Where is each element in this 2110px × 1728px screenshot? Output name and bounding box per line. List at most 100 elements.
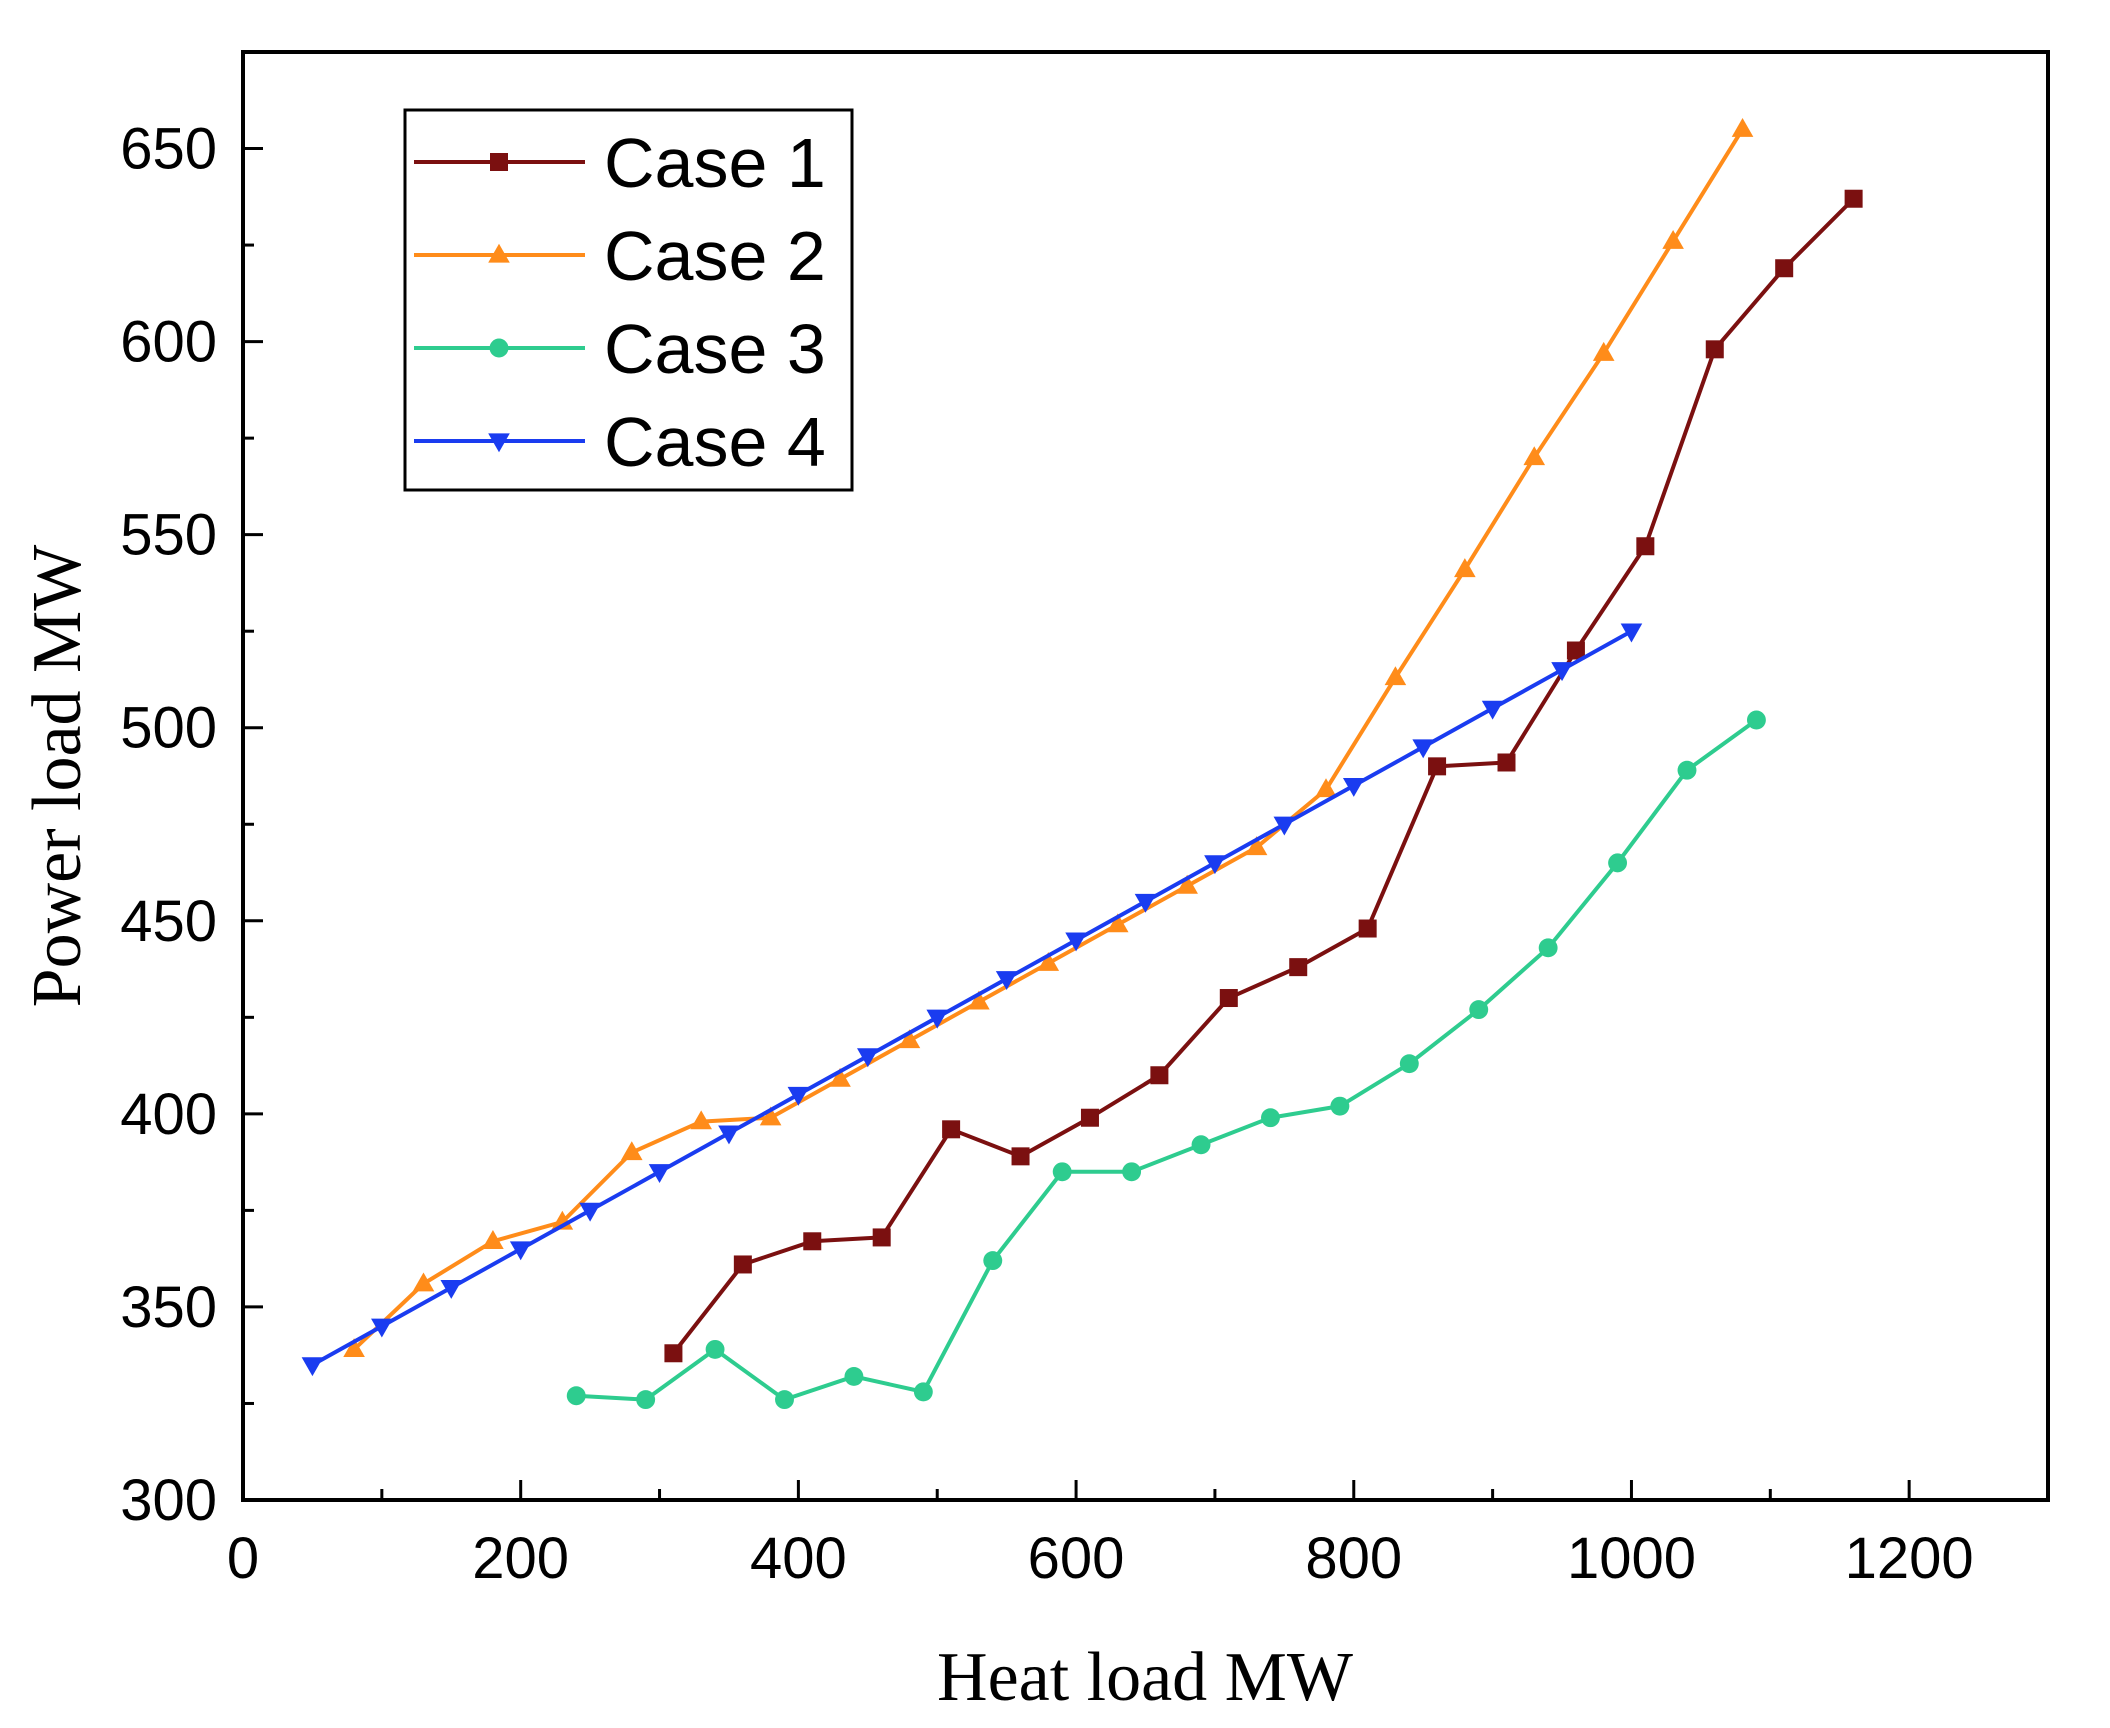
x-axis-label: Heat load MW: [937, 1639, 1353, 1716]
data-point-square: [1358, 919, 1377, 938]
data-point-triangle-up: [1384, 666, 1407, 686]
legend-items: Case 1 Case 2 Case 3 Case 4: [414, 124, 826, 481]
data-point-circle: [489, 338, 509, 358]
data-point-circle: [1746, 710, 1766, 730]
data-point-square: [803, 1232, 822, 1251]
legend-label: Case 2: [604, 217, 826, 295]
data-point-triangle-down: [718, 1125, 740, 1145]
series-line: [576, 718, 1758, 1402]
data-point-triangle-down: [1412, 739, 1434, 759]
y-tick-label: 500: [120, 696, 217, 761]
legend-label: Case 3: [604, 310, 826, 388]
data-point-circle: [1608, 853, 1628, 873]
series-line: [311, 629, 1633, 1367]
legend-item: Case 4: [414, 403, 826, 481]
data-point-triangle-up: [1176, 874, 1198, 894]
series-2: [343, 117, 1754, 1358]
data-point-square: [733, 1255, 752, 1274]
series-4: [301, 623, 1643, 1377]
data-point-triangle-up: [968, 990, 990, 1010]
y-tick-label: 550: [120, 503, 217, 568]
data-point-square: [1844, 189, 1863, 208]
data-point-circle: [1122, 1162, 1142, 1182]
legend: Case 1 Case 2 Case 3 Case 4: [403, 108, 854, 492]
data-point-triangle-up: [1106, 913, 1129, 933]
y-tick-label: 300: [120, 1468, 217, 1533]
data-point-triangle-down: [1204, 855, 1226, 875]
data-point-triangle-up: [1245, 836, 1268, 856]
data-point-circle: [1677, 760, 1697, 780]
x-tick-label: 0: [227, 1526, 259, 1591]
data-point-square: [1150, 1066, 1169, 1085]
data-point-triangle-up: [343, 1338, 365, 1358]
x-tick-label: 800: [1305, 1526, 1402, 1591]
legend-box: [403, 108, 854, 492]
series-layer: [301, 117, 1863, 1410]
data-point-triangle-up: [690, 1110, 712, 1130]
data-point-triangle-up: [620, 1141, 643, 1161]
data-point-square: [490, 153, 508, 171]
data-point-square: [1289, 958, 1308, 977]
data-point-circle: [1261, 1108, 1280, 1128]
data-point-circle: [705, 1339, 725, 1359]
data-point-triangle-up: [898, 1029, 921, 1049]
data-point-triangle-up: [1037, 952, 1060, 971]
data-point-circle: [1469, 1000, 1489, 1020]
data-point-triangle-down: [995, 971, 1018, 990]
data-point-triangle-down: [926, 1009, 949, 1029]
data-point-triangle-down: [1551, 662, 1573, 682]
data-point-circle: [1052, 1162, 1072, 1182]
y-tick-label: 400: [120, 1082, 217, 1147]
data-point-triangle-down: [579, 1202, 601, 1222]
data-point-circle: [983, 1251, 1003, 1271]
series-1: [664, 189, 1863, 1363]
data-point-triangle-up: [1592, 341, 1615, 361]
data-point-triangle-down: [1620, 623, 1643, 643]
data-point-triangle-down: [1481, 700, 1504, 720]
y-tick-label: 450: [120, 889, 217, 954]
data-point-square: [1636, 537, 1655, 556]
data-point-square: [1705, 340, 1724, 359]
data-point-square: [1775, 259, 1794, 278]
x-tick-label: 1000: [1567, 1526, 1696, 1591]
data-point-circle: [913, 1382, 933, 1402]
data-point-triangle-down: [1273, 816, 1296, 836]
x-tick-label: 200: [472, 1526, 569, 1591]
data-point-square: [942, 1120, 961, 1139]
legend-item: Case 3: [414, 310, 826, 388]
data-point-triangle-down: [857, 1048, 879, 1068]
data-point-triangle-up: [1454, 558, 1476, 578]
data-point-triangle-down: [1134, 893, 1157, 913]
data-point-circle: [1191, 1135, 1211, 1155]
data-point-square: [1011, 1147, 1030, 1166]
data-point-triangle-up: [1523, 446, 1546, 466]
data-point-triangle-down: [787, 1086, 810, 1106]
data-point-circle: [1538, 938, 1558, 958]
plot-frame: [241, 50, 2050, 1502]
data-point-triangle-down: [440, 1279, 463, 1299]
data-point-square: [664, 1344, 683, 1363]
y-tick-label: 350: [120, 1275, 217, 1340]
data-point-circle: [1330, 1096, 1350, 1116]
data-point-triangle-down: [648, 1164, 671, 1184]
data-point-triangle-down: [1342, 778, 1365, 797]
data-point-triangle-up: [488, 243, 510, 263]
data-point-triangle-down: [1065, 932, 1087, 952]
data-point-triangle-up: [1731, 117, 1754, 137]
y-tick-label: 650: [120, 117, 217, 182]
legend-item: Case 1: [414, 124, 826, 202]
series-line: [671, 197, 1856, 1355]
data-point-triangle-up: [759, 1106, 782, 1126]
data-point-triangle-down: [509, 1241, 532, 1261]
data-point-square: [1428, 757, 1447, 776]
data-point-triangle-up: [482, 1230, 504, 1249]
legend-item: Case 2: [414, 217, 826, 295]
data-point-square: [1497, 753, 1516, 772]
axis-ticks: 0 200 400 600 800 1000 1200 300 350 400 450 500 550 6…: [120, 50, 2050, 1591]
data-point-square: [872, 1228, 891, 1247]
data-point-triangle-up: [1315, 778, 1337, 798]
x-tick-label: 400: [750, 1526, 847, 1591]
data-point-square: [1566, 641, 1585, 660]
